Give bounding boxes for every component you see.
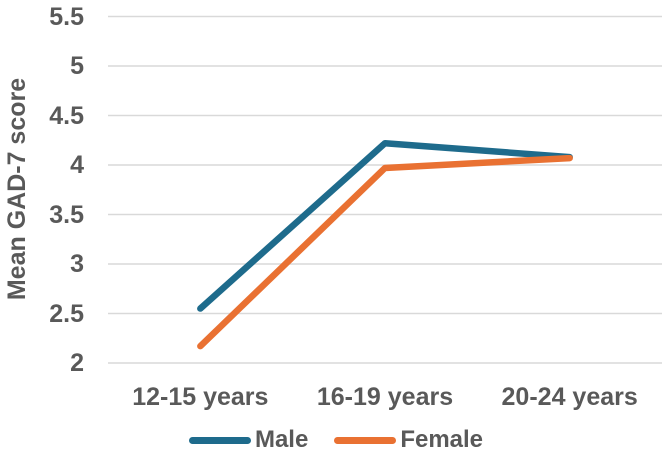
legend-item-male: Male (188, 426, 309, 454)
y-tick-label: 3.5 (49, 200, 84, 229)
y-tick-label: 4 (70, 151, 84, 179)
legend-swatch-male (188, 436, 251, 444)
x-category-label: 20-24 years (501, 383, 638, 411)
x-category-label: 12-15 years (132, 383, 269, 411)
y-tick-label: 2 (70, 349, 84, 377)
y-tick-label: 5 (70, 52, 84, 80)
y-tick-label: 4.5 (49, 101, 84, 130)
legend-item-female: Female (334, 426, 483, 454)
y-tick-label: 2.5 (49, 299, 84, 328)
legend-label: Male (254, 426, 309, 453)
legend-swatch-female (334, 436, 397, 444)
series-line-female (197, 154, 573, 350)
y-tick-label: 5.5 (49, 2, 84, 31)
y-tick-label: 3 (70, 250, 84, 278)
x-category-label: 16-19 years (316, 383, 454, 411)
legend: Male Female (0, 424, 672, 456)
legend-label: Female (400, 426, 484, 453)
series-line-male (197, 139, 573, 312)
